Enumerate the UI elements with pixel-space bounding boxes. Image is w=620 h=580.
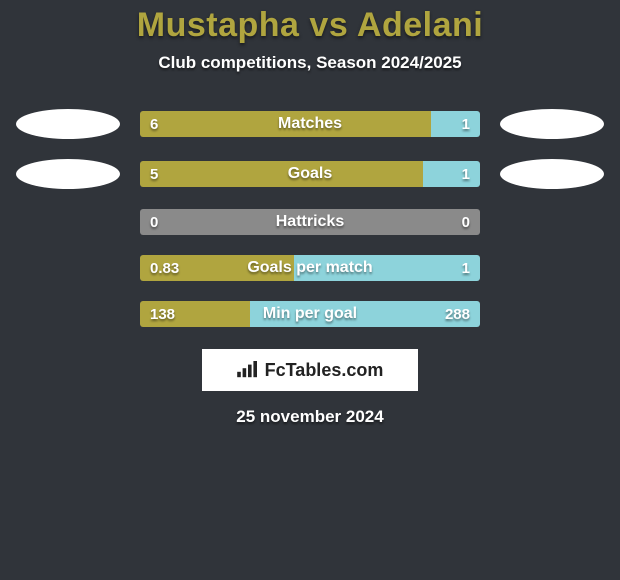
stat-label: Goals [140, 161, 480, 187]
player-right-oval [500, 159, 604, 189]
stat-row: 00Hattricks [0, 209, 620, 235]
date-text: 25 november 2024 [0, 407, 620, 427]
bar-chart-icon [237, 361, 259, 379]
stats-rows: 61Matches 51Goals 00Hattricks 0.831Goals pe… [0, 109, 620, 327]
stat-label: Hattricks [140, 209, 480, 235]
subtitle: Club competitions, Season 2024/2025 [0, 53, 620, 73]
player-right-oval [500, 109, 604, 139]
branding-text: FcTables.com [265, 360, 384, 381]
stat-bar: 61Matches [140, 111, 480, 137]
stat-row: 51Goals [0, 159, 620, 189]
branding-badge: FcTables.com [202, 349, 418, 391]
stat-bar: 138288Min per goal [140, 301, 480, 327]
page-title: Mustapha vs Adelani [0, 6, 620, 45]
player-left-oval [16, 109, 120, 139]
stat-bar: 00Hattricks [140, 209, 480, 235]
stat-row: 61Matches [0, 109, 620, 139]
comparison-infographic: Mustapha vs Adelani Club competitions, S… [0, 0, 620, 580]
stat-row: 138288Min per goal [0, 301, 620, 327]
stat-label: Min per goal [140, 301, 480, 327]
stat-bar: 0.831Goals per match [140, 255, 480, 281]
player-left-oval [16, 159, 120, 189]
stat-bar: 51Goals [140, 161, 480, 187]
stat-label: Matches [140, 111, 480, 137]
stat-label: Goals per match [140, 255, 480, 281]
stat-row: 0.831Goals per match [0, 255, 620, 281]
